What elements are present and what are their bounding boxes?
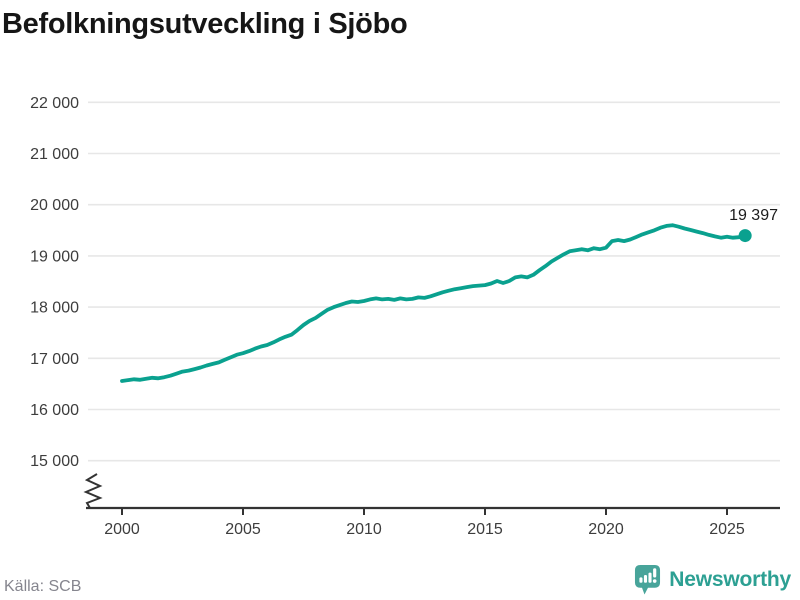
newsworthy-logo: Newsworthy <box>634 564 791 596</box>
y-axis-tick-label: 15 000 <box>30 453 79 470</box>
x-axis-tick-label: 2000 <box>104 521 140 538</box>
x-axis-tick-label: 2020 <box>588 521 624 538</box>
source-attribution: Källa: SCB <box>4 578 82 595</box>
end-point-marker <box>738 229 752 243</box>
x-axis-tick-label: 2015 <box>467 521 503 538</box>
newsworthy-bubble-chart-icon <box>634 564 661 596</box>
chart-title: Befolkningsutveckling i Sjöbo <box>2 8 408 40</box>
x-axis-tick-label: 2010 <box>346 521 382 538</box>
y-axis-tick-label: 18 000 <box>30 300 79 317</box>
x-axis-tick-label: 2025 <box>709 521 745 538</box>
y-axis-tick-label: 21 000 <box>30 146 79 163</box>
population-line <box>120 223 747 383</box>
newsworthy-wordmark: Newsworthy <box>669 568 791 591</box>
x-axis-tick-label: 2005 <box>225 521 261 538</box>
y-axis-tick-label: 20 000 <box>30 197 79 214</box>
y-axis-tick-label: 22 000 <box>30 95 79 112</box>
end-value-label: 19 397 <box>729 207 778 224</box>
y-axis-tick-label: 17 000 <box>30 351 79 368</box>
y-axis-tick-label: 16 000 <box>30 402 79 419</box>
y-axis-tick-label: 19 000 <box>30 248 79 265</box>
axis-break-symbol <box>83 473 103 509</box>
